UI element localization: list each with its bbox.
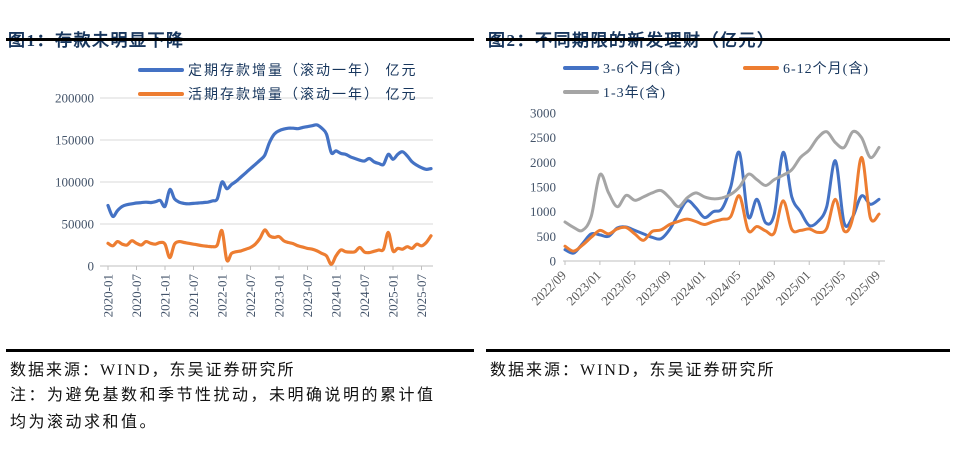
x-tick-label: 2022-01: [215, 274, 230, 317]
figure-1: 图1：存款未明显下降 0 50000 100000 150000 200000 2020-…: [6, 8, 474, 442]
y-tick-label: 3000: [530, 106, 556, 121]
legend-label-2: 1-3年(含): [603, 85, 666, 101]
y-tick-label: 1000: [530, 204, 556, 219]
x-tick-label: 2025-07: [414, 274, 429, 318]
figure2-bottom-rule: [486, 349, 950, 352]
y-tick-label: 100000: [55, 175, 94, 190]
x-tick-label: 2023/09: [633, 268, 674, 309]
y-tick-label: 1500: [530, 180, 556, 195]
x-tick-label: 2024-01: [329, 274, 344, 317]
x-tick-label: 2022-07: [243, 274, 258, 318]
figure1-bottom-rule: [6, 349, 474, 352]
y-tick-label: 2500: [530, 130, 556, 145]
legend-label-1: 活期存款增量（滚动一年） 亿元: [188, 86, 418, 103]
x-tick-label: 2025/05: [807, 268, 848, 309]
y-tick-label: 2000: [530, 155, 556, 170]
deposit-line-chart: 0 50000 100000 150000 200000 2020-01 2020-07 20…: [55, 62, 433, 318]
series-line-1: [563, 155, 881, 253]
figure2-title: 图2：不同期限的新发理财（亿元）: [488, 31, 776, 51]
figure1-title: 图1：存款未明显下降: [8, 31, 185, 51]
figure1-note: 注：为避免基数和季节性扰动，未明确说明的累计值均为滚动求和值。: [10, 387, 436, 431]
x-tick-label: 2023/01: [563, 268, 604, 309]
y-tick-label: 50000: [62, 217, 95, 232]
legend-label-0: 定期存款增量（滚动一年） 亿元: [188, 62, 418, 79]
figure2-title-rule: [486, 38, 950, 41]
series-line-2: [563, 129, 881, 233]
x-tick-label: 2024-07: [357, 274, 372, 318]
legend-label-1: 6-12个月(含): [783, 61, 869, 77]
x-tick-label: 2022/09: [528, 268, 569, 309]
x-tick-label: 2024/01: [668, 268, 709, 309]
x-tick-label: 2021-01: [158, 274, 173, 317]
x-tick-label: 2025/09: [842, 268, 883, 309]
y-tick-label: 0: [88, 259, 95, 274]
x-tick-label: 2021-07: [186, 274, 201, 318]
x-tick-label: 2023-07: [300, 274, 315, 318]
figure-2: 图2：不同期限的新发理财（亿元） 0 500 1000 1500 2000 2500 300…: [486, 8, 950, 442]
x-tick-label: 2024/05: [703, 268, 744, 309]
figure1-source: 数据来源：WIND，东吴证券研究所: [10, 362, 296, 379]
x-tick-label: 2020-01: [101, 274, 116, 317]
x-tick-label: 2025/01: [773, 268, 814, 309]
legend-label-0: 3-6个月(含): [603, 61, 681, 77]
x-tick-label: 2024/09: [738, 268, 779, 309]
wealth-product-line-chart: 0500100015002000250030002022/092023/0120…: [528, 61, 885, 309]
y-tick-label: 150000: [55, 133, 94, 148]
figure2-source: 数据来源：WIND，东吴证券研究所: [490, 362, 776, 379]
x-tick-label: 2023-01: [272, 274, 287, 317]
x-tick-label: 2025-01: [386, 274, 401, 317]
x-tick-label: 2020-07: [129, 274, 144, 318]
series-line-1: [106, 228, 433, 266]
series-line-0: [106, 123, 433, 219]
x-tick-label: 2023/05: [598, 268, 639, 309]
y-tick-label: 200000: [55, 91, 94, 106]
figure1-title-rule: [6, 38, 474, 41]
y-tick-label: 0: [550, 254, 557, 269]
y-tick-label: 500: [537, 229, 557, 244]
